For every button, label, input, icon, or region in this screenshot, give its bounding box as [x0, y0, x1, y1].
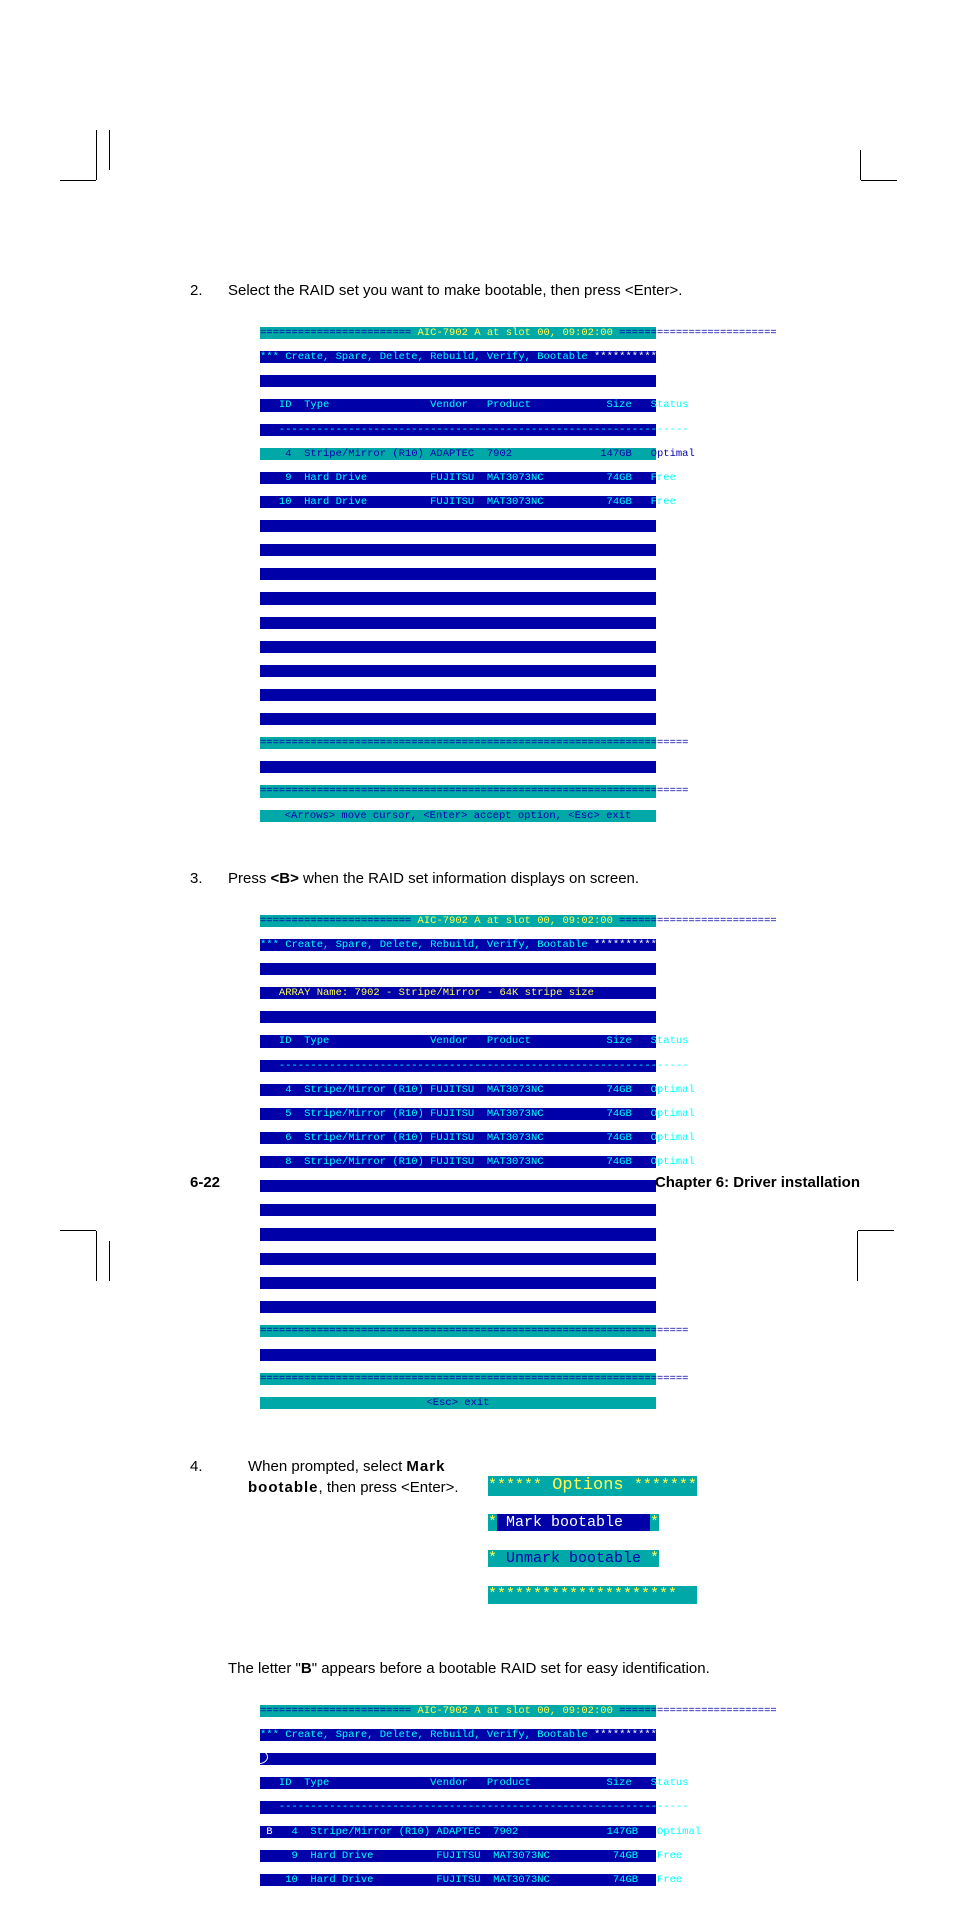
- table-header: ID Type Vendor Product Size Status: [260, 1777, 656, 1789]
- crop-mark: [860, 150, 861, 180]
- table-header: ID Type Vendor Product Size Status: [260, 1035, 656, 1047]
- step-number: 3.: [190, 868, 228, 889]
- table-row: 6 Stripe/Mirror (R10) FUJITSU MAT3073NC …: [260, 1132, 656, 1144]
- crop-mark: [109, 130, 110, 170]
- options-popup: ****** Options ******* * Mark bootable *…: [488, 1458, 697, 1640]
- step-text: When prompted, select Mark bootable, the…: [248, 1456, 468, 1498]
- note: The letter "B" appears before a bootable…: [190, 1658, 860, 1679]
- crop-mark: [96, 1231, 97, 1281]
- page-footer: 6-22 Chapter 6: Driver installation: [190, 1174, 860, 1191]
- table-row: 5 Stripe/Mirror (R10) FUJITSU MAT3073NC …: [260, 1108, 656, 1120]
- crop-mark: [60, 1230, 96, 1231]
- chapter-title: Chapter 6: Driver installation: [655, 1174, 860, 1191]
- footer-hint: <Arrows> move cursor, <Enter> accept opt…: [260, 810, 656, 822]
- crop-mark: [858, 1230, 894, 1231]
- option-unmark-bootable: Unmark bootable: [497, 1550, 650, 1567]
- step-4: 4. When prompted, select Mark bootable, …: [190, 1456, 860, 1640]
- step-text: Press <B> when the RAID set information …: [228, 868, 860, 889]
- table-row: 10 Hard Drive FUJITSU MAT3073NC 74GB Fre…: [273, 1874, 683, 1886]
- table-header: ID Type Vendor Product Size Status: [260, 399, 656, 411]
- step-3: 3. Press <B> when the RAID set informati…: [190, 868, 860, 889]
- step-text: Select the RAID set you want to make boo…: [228, 280, 860, 301]
- table-row-bootable: 4 Stripe/Mirror (R10) ADAPTEC 7902 147GB…: [273, 1826, 701, 1838]
- bios-screen-2: ======================== AIC-7902 A at s…: [260, 903, 656, 1434]
- crop-mark: [109, 1241, 110, 1281]
- bios-screen-3: ======================== AIC-7902 A at s…: [260, 1693, 656, 1910]
- page-number: 6-22: [190, 1174, 220, 1191]
- table-row: 10 Hard Drive FUJITSU MAT3073NC 74GB Fre…: [260, 496, 656, 508]
- array-name: ARRAY Name: 7902 - Stripe/Mirror - 64K s…: [260, 987, 656, 999]
- b-indicator-circle: [250, 1750, 268, 1764]
- table-row: 9 Hard Drive FUJITSU MAT3073NC 74GB Free: [260, 472, 656, 484]
- note-text: The letter "B" appears before a bootable…: [228, 1658, 860, 1679]
- crop-mark: [60, 180, 96, 181]
- crop-mark: [96, 130, 97, 180]
- bios-screen-1: ======================== AIC-7902 A at s…: [260, 315, 656, 846]
- table-row: 9 Hard Drive FUJITSU MAT3073NC 74GB Free: [273, 1850, 683, 1862]
- table-row: 8 Stripe/Mirror (R10) FUJITSU MAT3073NC …: [260, 1156, 656, 1168]
- page-content: 2. Select the RAID set you want to make …: [190, 280, 860, 1910]
- step-2: 2. Select the RAID set you want to make …: [190, 280, 860, 301]
- crop-mark: [861, 180, 897, 181]
- table-row-selected: 4 Stripe/Mirror (R10) ADAPTEC 7902 147GB…: [260, 448, 656, 460]
- step-number: 4.: [190, 1456, 228, 1477]
- footer-hint: <Esc> exit: [260, 1397, 656, 1409]
- option-mark-bootable: Mark bootable: [497, 1514, 650, 1531]
- step-number: 2.: [190, 280, 228, 301]
- table-row: 4 Stripe/Mirror (R10) FUJITSU MAT3073NC …: [260, 1084, 656, 1096]
